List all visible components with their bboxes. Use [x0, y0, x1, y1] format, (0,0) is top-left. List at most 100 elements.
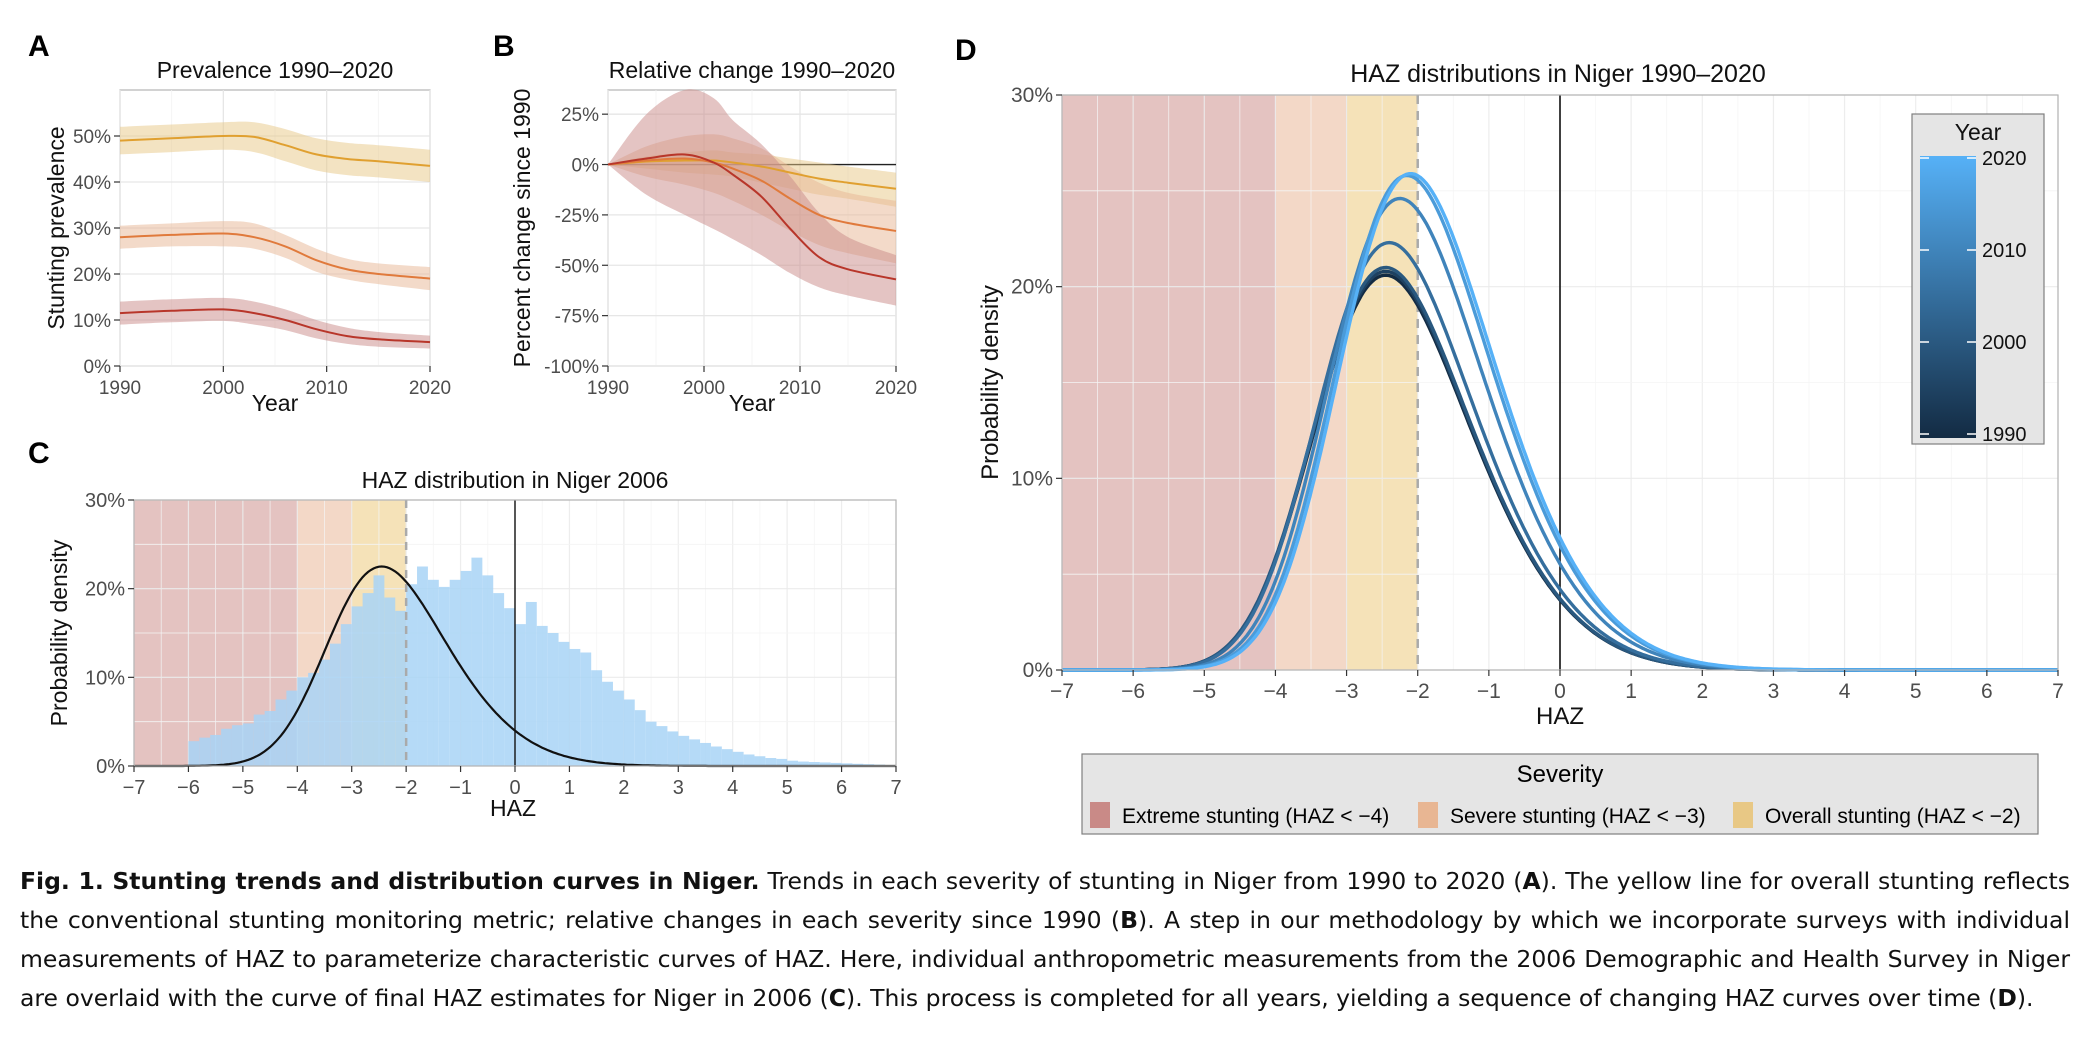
c-hist-bar	[678, 735, 690, 766]
c-hist-bar	[591, 670, 603, 766]
year-legend-tick-label: 2020	[1982, 148, 2027, 170]
caption-ref-a: A	[1522, 867, 1541, 895]
c-hist-bar	[242, 723, 254, 766]
a-line-overall	[119, 134, 431, 167]
year-legend-tick-label: 2000	[1982, 332, 2027, 354]
legend-swatch-overall	[1733, 802, 1753, 828]
c-hist-bar	[199, 737, 211, 766]
c-x-tick-label: −2	[395, 777, 418, 799]
b-y-tick-label: 25%	[561, 105, 599, 126]
b-x-tick-label: 1990	[587, 378, 629, 399]
c-y-tick-label: 30%	[85, 490, 125, 512]
c-hist-bar	[449, 579, 461, 766]
a-x-tick-label: 2010	[306, 378, 348, 399]
c-x-tick-label: −6	[177, 777, 200, 799]
panel-label-d: D	[955, 34, 977, 67]
a-line-severe	[119, 232, 431, 280]
caption-ref-d: D	[1997, 984, 2017, 1012]
d-x-tick-label: 2	[1696, 680, 1708, 703]
c-hist-bar	[329, 643, 341, 766]
c-hist-bar	[504, 608, 515, 766]
c-hist-bar	[634, 710, 646, 766]
c-hist-bar	[645, 721, 657, 766]
year-colorbar	[1920, 156, 1976, 438]
c-hist-bar	[808, 762, 820, 766]
c-hist-bar	[754, 756, 766, 766]
legend-label-overall: Overall stunting (HAZ < −2)	[1765, 805, 2021, 828]
a-title: Prevalence 1990–2020	[157, 57, 394, 83]
caption-lead: Fig. 1. Stunting trends and distribution…	[20, 867, 760, 895]
c-hist-bar	[319, 659, 330, 766]
c-y-tick-label: 20%	[85, 579, 125, 601]
c-x-tick-label: 7	[890, 777, 901, 799]
a-y-tick-label: 50%	[73, 127, 111, 148]
c-hist-bar	[384, 597, 396, 766]
b-band-extreme	[608, 89, 896, 306]
d-x-tick-label: 3	[1768, 680, 1780, 703]
severity-legend-title: Severity	[1517, 761, 1604, 788]
legend-label-extreme: Extreme stunting (HAZ < −4)	[1122, 805, 1389, 828]
c-hist-bar	[286, 690, 298, 766]
d-x-tick-label: 1	[1625, 680, 1637, 703]
c-hist-bar	[798, 761, 809, 766]
figure-canvas: A B C D 1990 2000 2010 2020 0% 10% 20% 30% 40% 50…	[28, 30, 2064, 835]
caption-part-d: ). This process is completed for all yea…	[846, 984, 1998, 1012]
c-hist-bar	[689, 739, 701, 766]
d-x-tick-label: −1	[1477, 680, 1501, 703]
c-hist-bar	[210, 734, 222, 766]
d-x-tick-label: 4	[1839, 680, 1851, 703]
c-x-tick-label: 2	[618, 777, 629, 799]
c-hist-bar	[852, 763, 864, 766]
d-x-tick-label: −6	[1121, 680, 1145, 703]
d-x-tick-label: 7	[2052, 680, 2064, 703]
d-y-tick-label: 30%	[1011, 84, 1053, 107]
c-y-tick-label: 0%	[96, 756, 125, 778]
a-y-tick-label: 40%	[73, 173, 111, 194]
c-hist-bar	[373, 575, 385, 766]
c-hist-bar	[351, 606, 363, 766]
a-y-tick-label: 30%	[73, 219, 111, 240]
b-line-overall	[607, 159, 897, 190]
c-hist-bar	[297, 677, 309, 766]
c-title: HAZ distribution in Niger 2006	[362, 467, 669, 493]
c-hist-bar	[253, 714, 265, 766]
c-hist-bar	[275, 699, 287, 766]
panel-c: −7 −6 −5 −4 −3 −2 −1 0 1 2 3 4 5 6 7 0% 10% 20% 30% HAZ dis…	[46, 467, 902, 821]
c-y-tick-label: 10%	[85, 667, 125, 689]
c-hist-bar	[787, 760, 799, 766]
severity-legend: Severity Extreme stunting (HAZ < −4) Sev…	[1081, 753, 2039, 835]
c-hist-bar	[700, 742, 711, 766]
a-x-tick-label: 2000	[202, 378, 244, 399]
figure-caption: Fig. 1. Stunting trends and distribution…	[20, 862, 2070, 1018]
c-hist-bar	[417, 566, 428, 766]
c-hist-bar	[580, 652, 592, 766]
b-y-tick-label: -50%	[555, 256, 599, 277]
c-hist-bar	[656, 726, 668, 766]
year-legend-tick-label: 2010	[1982, 240, 2027, 262]
caption-ref-b: B	[1120, 906, 1139, 934]
c-hist-bar	[547, 633, 559, 766]
c-hist-bar	[743, 754, 755, 766]
d-x-tick-label: 0	[1554, 680, 1566, 703]
b-y-tick-label: -100%	[544, 357, 599, 378]
panel-label-b: B	[493, 30, 515, 63]
c-hist-bar	[471, 557, 483, 766]
c-hist-bar	[221, 728, 232, 766]
c-hist-bar	[308, 672, 320, 766]
b-x-tick-label: 2020	[875, 378, 917, 399]
d-x-tick-label: −2	[1406, 680, 1430, 703]
a-band-severe	[120, 221, 430, 291]
c-x-tick-label: 1	[564, 777, 575, 799]
caption-part-a: Trends in each severity of stunting in N…	[759, 867, 1523, 895]
panel-label-a: A	[28, 30, 50, 63]
c-hist-bar	[558, 641, 570, 766]
d-title: HAZ distributions in Niger 1990–2020	[1350, 60, 1766, 88]
c-hist-bar	[776, 758, 788, 766]
caption-end: ).	[2016, 984, 2034, 1012]
c-hist-bar	[525, 601, 537, 766]
panel-b: 1990 2000 2010 2020 25% 0% -25% -50% -75% -100% Re…	[509, 57, 917, 416]
panel-label-c: C	[28, 437, 50, 470]
c-hist-bar	[340, 624, 352, 766]
c-x-tick-label: −3	[340, 777, 363, 799]
b-y-axis-label: Percent change since 1990	[509, 89, 535, 368]
